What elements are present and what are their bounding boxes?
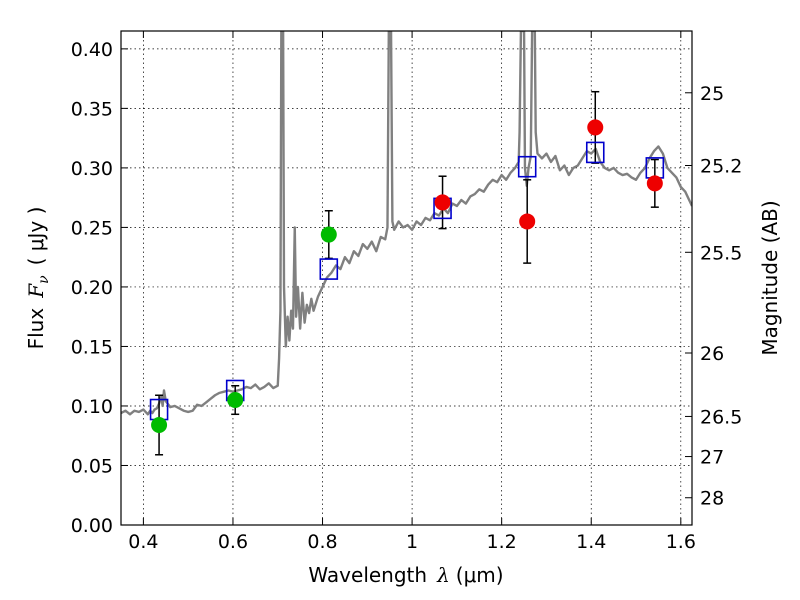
x-tick-label: 0.6 — [218, 531, 248, 553]
plot-frame — [120, 30, 693, 526]
observed-flux-point — [227, 392, 244, 409]
spectrum-line — [121, 31, 692, 416]
observed-flux-point — [320, 226, 337, 243]
y2-tick-label: 26.5 — [700, 406, 742, 428]
y2-axis-title: Magnitude (AB) — [758, 200, 782, 355]
observed-flux-point — [434, 194, 451, 211]
marker-layer — [149, 119, 665, 434]
y2-tick-label: 25.2 — [700, 156, 742, 178]
y-tick-label: 0.30 — [71, 158, 113, 180]
observed-flux-point — [519, 213, 536, 230]
x-tick-label: 1.6 — [666, 531, 696, 553]
model-band-square — [319, 258, 339, 280]
y2-tick-label: 26 — [700, 343, 724, 365]
observed-flux-point — [151, 417, 168, 434]
x-tick-label: 1 — [406, 531, 418, 553]
spectrum-layer — [121, 31, 692, 416]
y2-tick-label: 28 — [700, 488, 724, 510]
y-tick-label: 0.35 — [71, 98, 113, 120]
y-tick-label: 0.20 — [71, 277, 113, 299]
grid — [121, 31, 692, 526]
y-tick-label: 0.05 — [71, 455, 113, 477]
model-band-square — [585, 141, 605, 164]
observed-flux-point — [646, 175, 663, 192]
y-tick-label: 0.25 — [71, 217, 113, 239]
x-tick-label: 0.4 — [128, 531, 158, 553]
y-tick-label: 0.00 — [71, 515, 113, 537]
y2-tick-label: 25.5 — [700, 242, 742, 264]
x-tick-label: 1.4 — [576, 531, 606, 553]
x-tick-label: 1.2 — [487, 531, 517, 553]
x-axis-title: Wavelength λ (μm) — [308, 563, 503, 587]
y-axis-title: FluxFν( μJy ) — [24, 207, 52, 350]
y2-tick-label: 25 — [700, 83, 724, 105]
y-tick-label: 0.15 — [71, 336, 113, 358]
y2-tick-label: 27 — [700, 447, 724, 469]
x-tick-label: 0.8 — [307, 531, 337, 553]
tick-layer: 0.4 0.6 0.8 1 1.2 1.4 1.6 0.00 0.05 0.10 0.15 0.20 0… — [71, 31, 742, 553]
model-band-square — [517, 155, 537, 178]
y-tick-label: 0.40 — [71, 39, 113, 61]
y-tick-label: 0.10 — [71, 396, 113, 418]
observed-flux-point — [587, 119, 604, 136]
